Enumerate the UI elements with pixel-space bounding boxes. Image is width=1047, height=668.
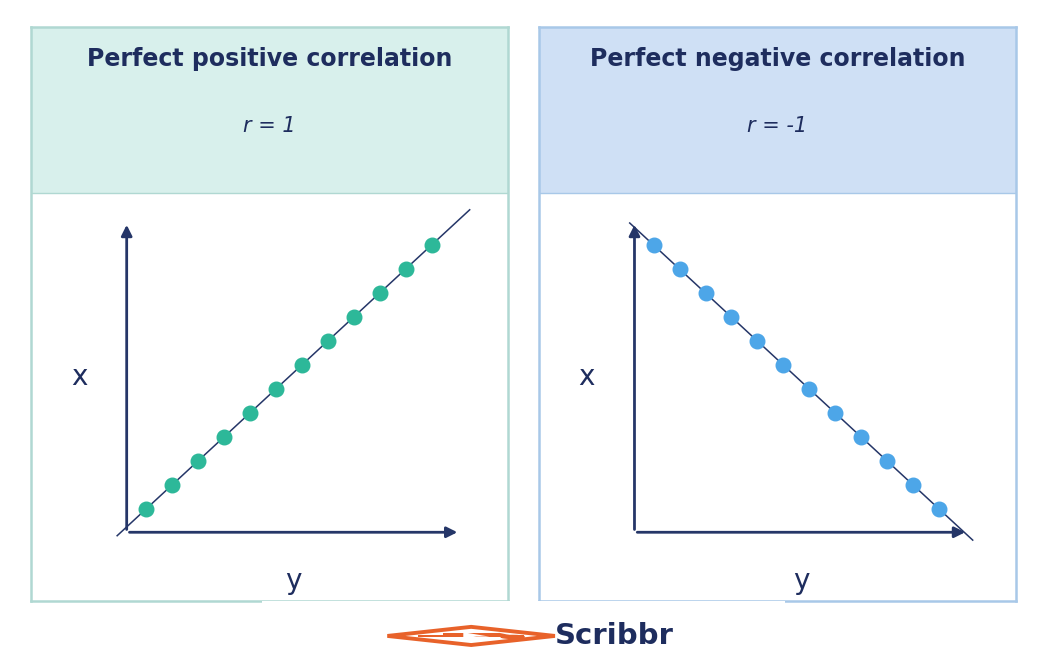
Point xyxy=(241,408,258,419)
Point xyxy=(775,360,792,371)
Text: y: y xyxy=(793,567,809,595)
Point xyxy=(905,480,921,490)
FancyBboxPatch shape xyxy=(419,635,524,637)
FancyBboxPatch shape xyxy=(443,633,499,635)
Point xyxy=(749,336,765,347)
Text: x: x xyxy=(71,363,87,391)
Text: Scribbr: Scribbr xyxy=(555,622,674,650)
Point xyxy=(853,432,870,443)
Point xyxy=(267,384,284,395)
Point xyxy=(879,456,896,466)
Point xyxy=(293,360,310,371)
Point xyxy=(801,384,818,395)
Point xyxy=(163,480,180,490)
Point xyxy=(697,288,714,299)
Point xyxy=(645,240,662,250)
Point xyxy=(671,264,688,275)
FancyBboxPatch shape xyxy=(31,27,508,193)
Point xyxy=(723,312,740,323)
Point xyxy=(190,456,206,466)
Circle shape xyxy=(502,635,525,639)
Point xyxy=(372,288,388,299)
Point xyxy=(346,312,362,323)
FancyBboxPatch shape xyxy=(539,27,1016,193)
Point xyxy=(931,504,948,514)
Text: Perfect positive correlation: Perfect positive correlation xyxy=(87,47,452,71)
Point xyxy=(137,504,154,514)
Point xyxy=(827,408,844,419)
Text: Perfect negative correlation: Perfect negative correlation xyxy=(589,47,965,71)
Point xyxy=(397,264,414,275)
Text: r = 1: r = 1 xyxy=(243,116,296,136)
Text: y: y xyxy=(285,567,302,595)
Point xyxy=(319,336,336,347)
Text: r = -1: r = -1 xyxy=(748,116,807,136)
Text: x: x xyxy=(579,363,595,391)
Polygon shape xyxy=(463,632,490,639)
Point xyxy=(423,240,440,250)
Point xyxy=(216,432,232,443)
